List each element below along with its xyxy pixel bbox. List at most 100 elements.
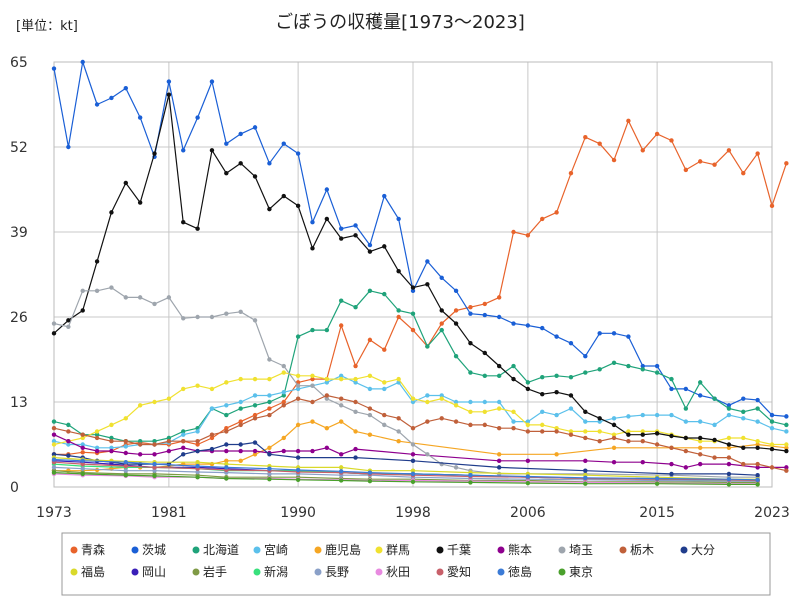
series-熊本 [51,432,789,470]
legend-marker [436,546,444,554]
data-point [683,435,689,441]
data-point [712,455,717,460]
data-point [698,439,703,444]
data-point [382,386,387,392]
legend-marker [253,546,261,554]
data-point [396,216,401,222]
data-point [568,393,574,398]
legend-marker [131,568,139,576]
data-point [295,477,301,483]
data-point [66,144,71,150]
data-point [683,448,689,454]
data-point [339,396,344,401]
data-point [568,429,574,434]
data-point [611,416,617,421]
legend-item: 岩手 [192,564,227,579]
legend-item: 栃木 [619,543,654,557]
data-point [224,380,229,385]
data-point [540,216,545,222]
data-point [554,334,559,339]
data-point [224,403,229,408]
data-point [353,380,358,385]
legend-label: 岡山 [142,565,166,579]
data-point [94,435,100,441]
data-point [281,393,286,398]
legend-item: 新潟 [253,564,288,579]
data-point [224,461,229,467]
data-point [482,422,487,428]
data-point [439,396,444,401]
data-point [755,397,760,403]
x-tick-label: 1981 [151,505,187,521]
data-point [482,301,487,307]
data-point [396,376,401,382]
data-point [94,102,100,107]
data-point [195,226,200,231]
data-point [281,448,286,454]
series-line [53,394,787,472]
data-point [295,448,301,454]
legend-label: 徳島 [508,564,532,579]
data-point [583,134,588,140]
data-point [568,406,574,411]
data-point [496,373,502,379]
data-point [152,452,157,457]
data-point [137,442,143,447]
data-point [152,151,157,156]
legend-label: 秋田 [386,565,410,579]
data-point [597,367,602,372]
data-point [238,376,243,382]
data-point [281,141,286,146]
data-point [339,465,344,470]
data-point [252,376,258,382]
data-point [525,233,531,238]
data-point [367,478,373,484]
data-point [324,216,330,222]
legend-marker [314,546,322,554]
data-point [640,363,645,369]
y-tick-label: 26 [10,310,28,326]
data-point [353,304,358,310]
data-point [726,435,732,441]
data-point [209,432,215,437]
data-point [396,429,401,434]
data-point [453,465,459,470]
legend-marker [497,568,505,576]
y-tick-label: 0 [10,480,19,496]
data-point [252,416,258,421]
data-point [123,468,128,473]
legend-label: 熊本 [508,542,532,557]
data-point [396,439,401,444]
data-point [611,331,617,336]
data-point [468,370,473,375]
data-point [784,465,789,470]
data-point [137,115,143,120]
series-line [54,120,787,455]
data-point [209,446,215,452]
data-point [353,409,358,415]
legend-label: 福島 [81,564,105,579]
data-point [410,399,416,405]
data-point [755,477,760,483]
data-point [611,360,617,365]
x-tick-label: 1990 [280,505,316,521]
data-point [123,180,128,186]
data-point [109,210,114,215]
data-point [726,482,732,487]
data-point [224,412,229,418]
data-point [80,458,85,464]
data-point [683,167,689,173]
data-point [540,409,545,415]
data-point [252,125,258,130]
data-point [396,314,401,320]
data-point [726,412,732,418]
series-大分 [51,440,760,478]
data-point [597,416,602,421]
legend-label: 新潟 [264,564,288,579]
data-point [410,468,416,473]
data-point [152,399,157,405]
legend-label: 栃木 [630,543,654,557]
data-point [51,419,57,424]
data-point [726,455,732,460]
data-point [324,380,330,385]
